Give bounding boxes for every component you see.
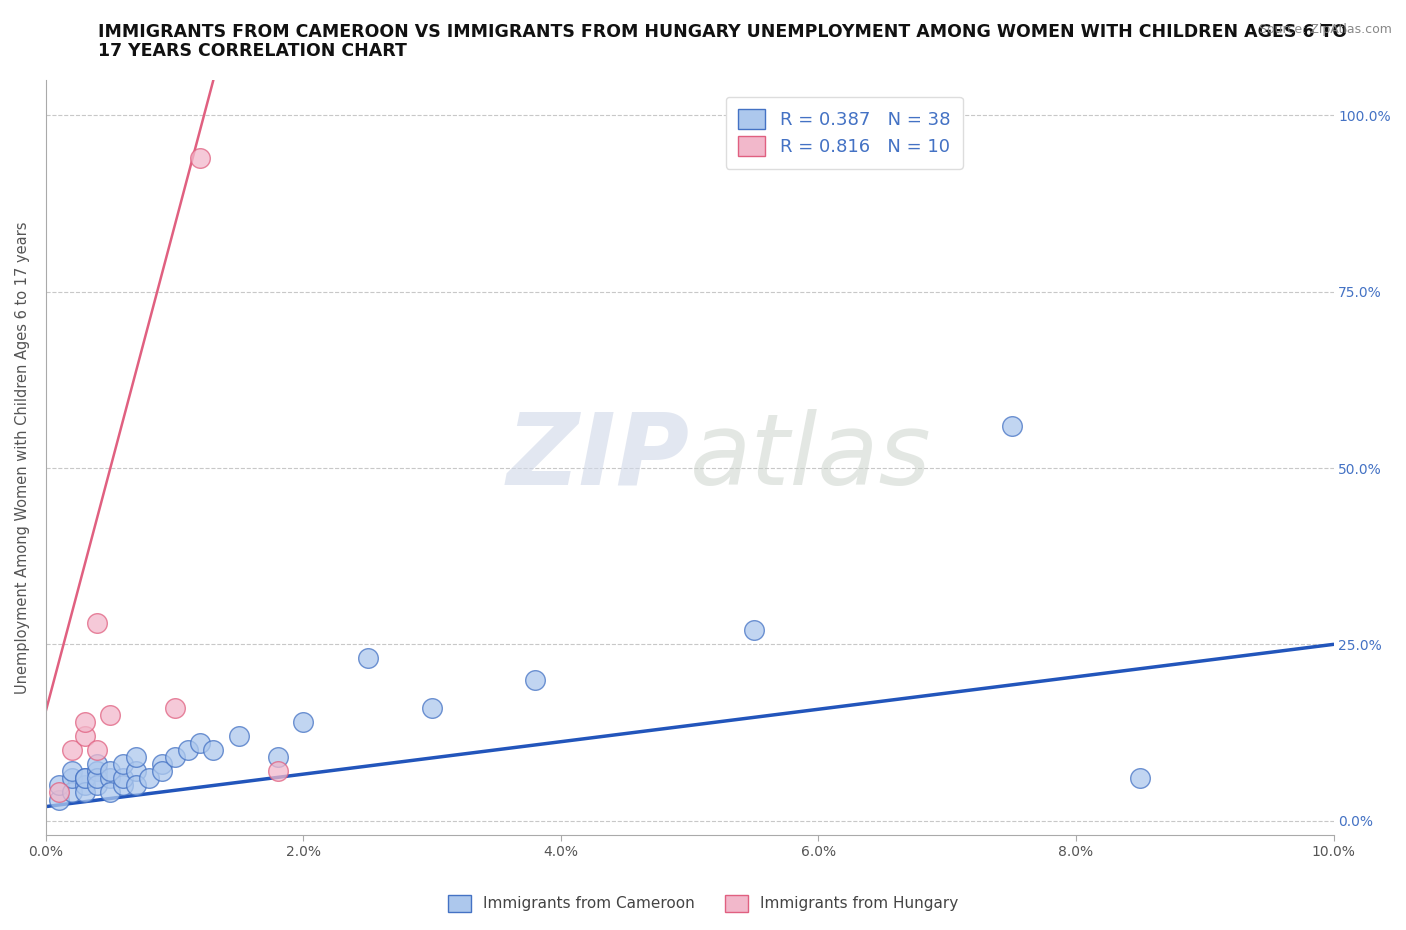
Point <box>112 757 135 772</box>
Point <box>86 616 108 631</box>
Point <box>60 785 83 800</box>
Point <box>73 785 96 800</box>
Point <box>48 778 70 793</box>
Legend: R = 0.387   N = 38, R = 0.816   N = 10: R = 0.387 N = 38, R = 0.816 N = 10 <box>725 97 963 169</box>
Point <box>228 728 250 743</box>
Point <box>125 764 148 778</box>
Point <box>150 757 173 772</box>
Point <box>524 672 547 687</box>
Point <box>163 750 186 764</box>
Point <box>48 792 70 807</box>
Text: atlas: atlas <box>690 409 931 506</box>
Point <box>150 764 173 778</box>
Point <box>202 743 225 758</box>
Point <box>357 651 380 666</box>
Point <box>125 750 148 764</box>
Point <box>60 764 83 778</box>
Point <box>60 771 83 786</box>
Point <box>125 778 148 793</box>
Point <box>73 771 96 786</box>
Point <box>163 700 186 715</box>
Point <box>190 736 212 751</box>
Point <box>176 743 198 758</box>
Point <box>138 771 160 786</box>
Text: IMMIGRANTS FROM CAMEROON VS IMMIGRANTS FROM HUNGARY UNEMPLOYMENT AMONG WOMEN WIT: IMMIGRANTS FROM CAMEROON VS IMMIGRANTS F… <box>98 23 1347 41</box>
Point <box>86 771 108 786</box>
Point <box>1001 418 1024 433</box>
Point <box>98 785 121 800</box>
Point <box>86 778 108 793</box>
Legend: Immigrants from Cameroon, Immigrants from Hungary: Immigrants from Cameroon, Immigrants fro… <box>441 889 965 918</box>
Point <box>112 778 135 793</box>
Point <box>98 708 121 723</box>
Point <box>112 771 135 786</box>
Point <box>86 764 108 778</box>
Point <box>60 743 83 758</box>
Y-axis label: Unemployment Among Women with Children Ages 6 to 17 years: Unemployment Among Women with Children A… <box>15 221 30 694</box>
Point <box>292 714 315 729</box>
Point <box>73 778 96 793</box>
Point <box>98 771 121 786</box>
Point <box>742 623 765 638</box>
Point <box>420 700 443 715</box>
Text: 17 YEARS CORRELATION CHART: 17 YEARS CORRELATION CHART <box>98 42 408 60</box>
Text: ZIP: ZIP <box>506 409 690 506</box>
Point <box>98 764 121 778</box>
Point <box>73 728 96 743</box>
Point <box>1129 771 1152 786</box>
Point <box>48 785 70 800</box>
Point <box>267 764 290 778</box>
Point <box>73 771 96 786</box>
Point <box>86 757 108 772</box>
Point <box>86 743 108 758</box>
Point <box>267 750 290 764</box>
Text: Source: ZipAtlas.com: Source: ZipAtlas.com <box>1258 23 1392 36</box>
Point <box>190 151 212 166</box>
Point <box>73 714 96 729</box>
